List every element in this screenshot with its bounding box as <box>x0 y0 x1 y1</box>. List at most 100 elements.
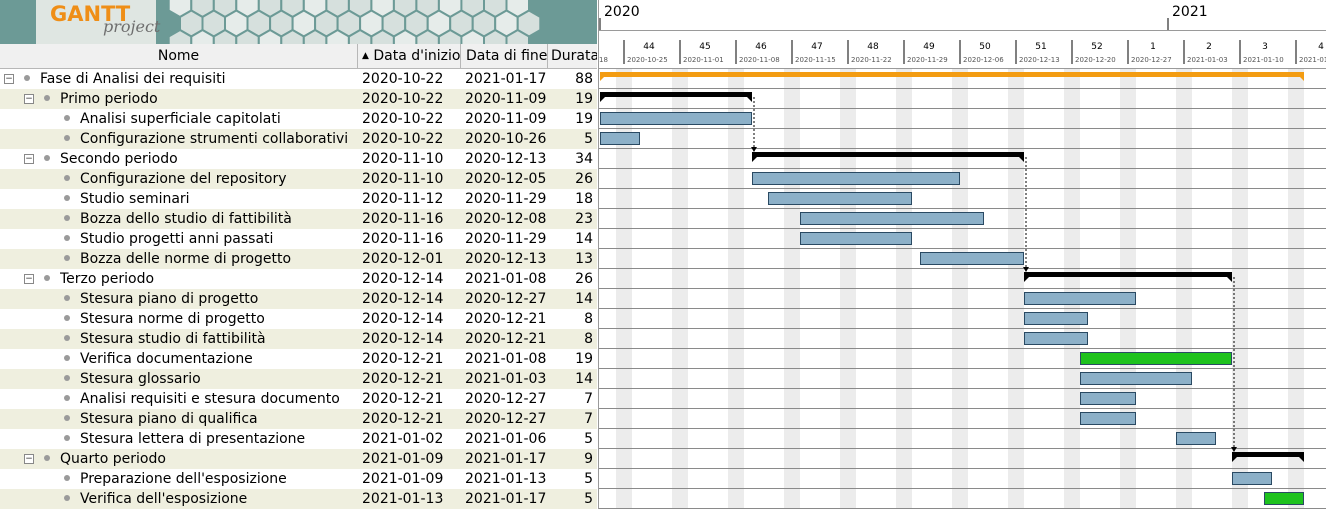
summary-bar[interactable] <box>1024 272 1232 277</box>
logo-sub: project <box>103 17 161 36</box>
table-row[interactable]: Stesura studio di fattibilità 2020-12-14 2… <box>0 329 597 349</box>
task-bullet-icon <box>64 295 70 301</box>
task-bar[interactable] <box>1024 292 1136 305</box>
task-bullet-icon <box>64 495 70 501</box>
collapse-toggle-icon[interactable]: − <box>4 74 14 84</box>
column-header-duration[interactable]: Durata <box>548 44 597 68</box>
task-duration: 7 <box>584 411 593 427</box>
project-bar[interactable] <box>600 72 1304 77</box>
table-row[interactable]: Verifica dell'esposizione 2021-01-13 2021-… <box>0 489 597 509</box>
table-row[interactable]: − Fase di Analisi dei requisiti 2020-10-22… <box>0 69 597 89</box>
dependency-line <box>1022 156 1027 268</box>
table-row[interactable]: − Quarto periodo 2021-01-09 2021-01-17 9 <box>0 449 597 469</box>
task-duration: 19 <box>575 351 593 367</box>
table-row[interactable]: Stesura norme di progetto 2020-12-14 2020-… <box>0 309 597 329</box>
collapse-toggle-icon[interactable]: − <box>24 274 34 284</box>
task-bar[interactable] <box>800 212 984 225</box>
task-start: 2021-01-13 <box>362 491 444 507</box>
week-date-label: 2020-11-15 <box>795 56 836 64</box>
column-header-start[interactable]: ▲ Data d'inizio <box>358 44 461 68</box>
task-bullet-icon <box>64 175 70 181</box>
week-number-label: 3 <box>1262 42 1268 52</box>
table-row[interactable]: − Terzo periodo 2020-12-14 2021-01-08 26 <box>0 269 597 289</box>
summary-bar[interactable] <box>1232 452 1304 457</box>
task-bar[interactable] <box>920 252 1024 265</box>
table-header: Nome ▲ Data d'inizio Data di fine Durata <box>0 44 597 69</box>
task-bar[interactable] <box>600 112 752 125</box>
task-bar[interactable] <box>600 132 640 145</box>
collapse-toggle-icon[interactable]: − <box>24 454 34 464</box>
task-bar[interactable] <box>1080 352 1232 365</box>
task-start: 2020-12-01 <box>362 251 444 267</box>
task-bar[interactable] <box>768 192 912 205</box>
table-row[interactable]: Studio seminari 2020-11-12 2020-11-29 18 <box>0 189 597 209</box>
task-start: 2020-11-10 <box>362 171 444 187</box>
week-number-label: 45 <box>699 42 710 52</box>
task-end: 2020-12-21 <box>465 331 547 347</box>
task-duration: 26 <box>575 271 593 287</box>
task-name: Terzo periodo <box>60 271 155 287</box>
task-bullet-icon <box>44 455 50 461</box>
summary-bar[interactable] <box>752 152 1024 157</box>
task-name: Stesura piano di progetto <box>80 291 259 307</box>
task-bullet-icon <box>64 315 70 321</box>
table-row[interactable]: Stesura glossario 2020-12-21 2021-01-03 14 <box>0 369 597 389</box>
task-bar[interactable] <box>1264 492 1304 505</box>
task-end: 2021-01-17 <box>465 71 547 87</box>
task-start: 2020-11-10 <box>362 151 444 167</box>
gantt-chart[interactable]: 2020 2021 18 44 2020-10-25 45 2020-11-01 46 2020… <box>598 0 1326 509</box>
task-bar[interactable] <box>800 232 912 245</box>
task-bar[interactable] <box>1080 392 1136 405</box>
gantt-chart-canvas[interactable]: 2020 2021 18 44 2020-10-25 45 2020-11-01 46 2020… <box>599 0 1326 509</box>
week-number-label: 1 <box>1150 42 1156 52</box>
table-row[interactable]: Stesura lettera di presentazione 2021-01-… <box>0 429 597 449</box>
table-row[interactable]: Studio progetti anni passati 2020-11-16 20… <box>0 229 597 249</box>
table-row[interactable]: Analisi requisiti e stesura documento 202… <box>0 389 597 409</box>
table-row[interactable]: Preparazione dell'esposizione 2021-01-09 2… <box>0 469 597 489</box>
task-bar[interactable] <box>1080 372 1192 385</box>
task-bullet-icon <box>64 235 70 241</box>
table-row[interactable]: Configurazione del repository 2020-11-10 2… <box>0 169 597 189</box>
collapse-toggle-icon[interactable]: − <box>24 94 34 104</box>
task-start: 2020-12-21 <box>362 351 444 367</box>
sort-ascending-icon[interactable]: ▲ <box>362 51 369 61</box>
task-bar[interactable] <box>1176 432 1216 445</box>
task-start: 2020-12-21 <box>362 371 444 387</box>
task-start: 2020-12-14 <box>362 271 444 287</box>
task-bullet-icon <box>44 95 50 101</box>
task-bullet-icon <box>64 435 70 441</box>
collapse-toggle-icon[interactable]: − <box>24 154 34 164</box>
task-bullet-icon <box>64 135 70 141</box>
task-bar[interactable] <box>1024 332 1088 345</box>
task-start: 2021-01-09 <box>362 451 444 467</box>
table-row[interactable]: Stesura piano di qualifica 2020-12-21 2020… <box>0 409 597 429</box>
dependency-arrow-icon <box>1023 267 1029 272</box>
task-end: 2020-11-09 <box>465 91 547 107</box>
table-row[interactable]: Bozza dello studio di fattibilità 2020-11… <box>0 209 597 229</box>
summary-bar[interactable] <box>600 92 752 97</box>
column-header-name[interactable]: Nome <box>0 44 358 68</box>
table-row[interactable]: Bozza delle norme di progetto 2020-12-01 2… <box>0 249 597 269</box>
task-bar[interactable] <box>1024 312 1088 325</box>
task-duration: 8 <box>584 311 593 327</box>
task-start: 2020-11-16 <box>362 231 444 247</box>
task-duration: 18 <box>575 191 593 207</box>
task-bar[interactable] <box>1232 472 1272 485</box>
year-label: 2020 <box>604 4 640 20</box>
column-header-end[interactable]: Data di fine <box>461 44 548 68</box>
task-bullet-icon <box>64 115 70 121</box>
task-name: Analisi superficiale capitolati <box>80 111 281 127</box>
task-bar[interactable] <box>1080 412 1136 425</box>
task-end: 2021-01-06 <box>465 431 547 447</box>
table-row[interactable]: Verifica documentazione 2020-12-21 2021-01… <box>0 349 597 369</box>
table-row[interactable]: Analisi superficiale capitolati 2020-10-2… <box>0 109 597 129</box>
table-row[interactable]: Configurazione strumenti collaborativi 20… <box>0 129 597 149</box>
task-bullet-icon <box>64 475 70 481</box>
task-end: 2020-12-05 <box>465 171 547 187</box>
table-row[interactable]: − Primo periodo 2020-10-22 2020-11-09 19 <box>0 89 597 109</box>
summary-bar-cap <box>1227 277 1232 282</box>
task-bar[interactable] <box>752 172 960 185</box>
table-row[interactable]: − Secondo periodo 2020-11-10 2020-12-13 34 <box>0 149 597 169</box>
task-end: 2020-12-27 <box>465 411 547 427</box>
table-row[interactable]: Stesura piano di progetto 2020-12-14 2020-… <box>0 289 597 309</box>
